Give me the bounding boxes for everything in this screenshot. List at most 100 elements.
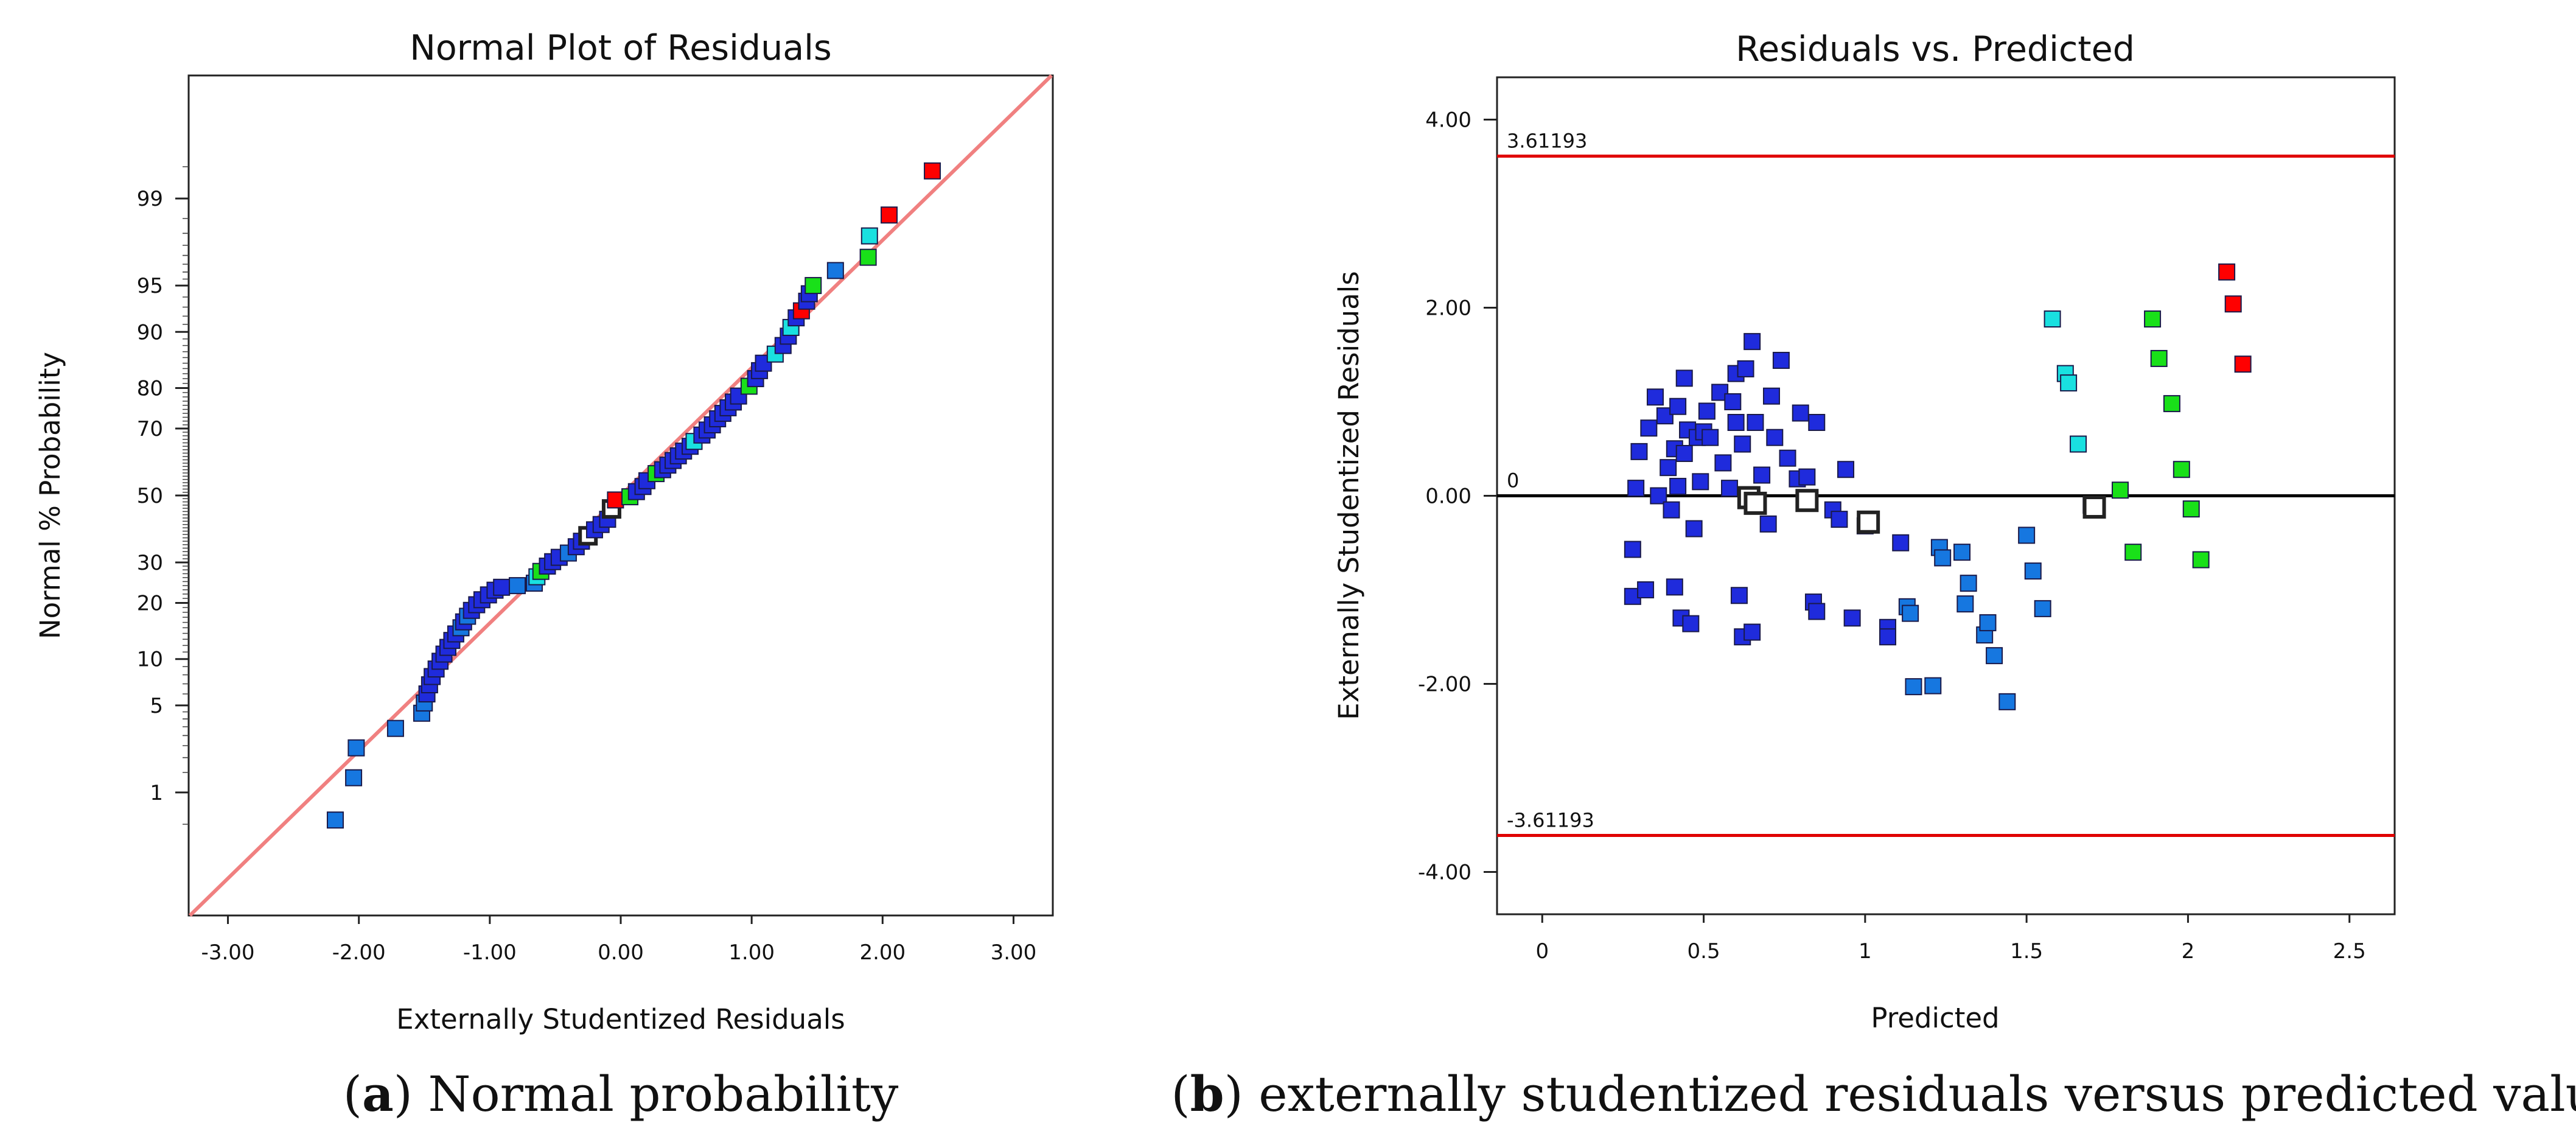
a-data-point xyxy=(345,769,363,786)
a-y-tick-label: 50 xyxy=(137,484,163,508)
b-data-point xyxy=(2150,349,2168,367)
a-y-tick-label: 20 xyxy=(137,591,163,615)
b-y-tick-label: 2.00 xyxy=(1425,296,1471,321)
caption-a-close: ) xyxy=(394,1066,413,1122)
a-x-tick-label: -1.00 xyxy=(463,940,517,965)
b-x-tick-label: 0 xyxy=(1535,939,1549,964)
b-data-point xyxy=(1724,393,1742,411)
b-data-point xyxy=(1682,615,1700,632)
b-data-point xyxy=(1953,544,1971,561)
caption-a-text: Normal probability xyxy=(413,1066,898,1122)
b-data-point xyxy=(2082,495,2106,519)
b-x-tick-label: 2.5 xyxy=(2333,939,2366,964)
b-data-point xyxy=(1737,360,1754,377)
b-data-point xyxy=(1747,413,1764,431)
b-data-point xyxy=(1702,429,1719,446)
b-data-point xyxy=(2024,562,2042,580)
b-data-point xyxy=(2144,310,2162,328)
b-data-point xyxy=(1956,595,1974,613)
a-data-point xyxy=(326,811,344,829)
b-data-point xyxy=(1721,480,1739,497)
b-data-point xyxy=(2173,461,2190,478)
b-data-point xyxy=(1857,510,1880,534)
a-data-point xyxy=(347,739,365,757)
b-data-point xyxy=(1843,609,1861,627)
b-data-point xyxy=(1837,461,1855,478)
a-data-point xyxy=(386,719,404,737)
b-data-point xyxy=(2112,481,2129,499)
b-data-point xyxy=(2192,551,2210,569)
b-data-point xyxy=(1744,491,1767,515)
b-data-point xyxy=(1637,581,1655,598)
b-y-tick-label: 4.00 xyxy=(1425,108,1471,133)
b-data-point xyxy=(1762,387,1780,405)
a-x-tick-label: 1.00 xyxy=(728,940,775,965)
b-x-tick-label: 1.5 xyxy=(2010,939,2043,964)
b-data-point xyxy=(1795,489,1819,513)
panel-a-points xyxy=(326,162,941,829)
a-y-tick-label: 5 xyxy=(150,694,163,718)
panel-a-axes: -3.00 -2.00 -1.00 0.00 1.00 2.00 3.00 1 5 10 20 30 5… xyxy=(137,166,1037,965)
b-data-point xyxy=(1675,369,1693,387)
b-data-point xyxy=(2034,600,2051,617)
b-data-point xyxy=(1960,575,1977,592)
a-y-tick-label: 30 xyxy=(137,551,163,575)
a-x-tick-label: 2.00 xyxy=(859,940,906,965)
b-data-point xyxy=(1675,444,1693,462)
b-data-point xyxy=(1669,397,1687,415)
a-x-tick-label: -3.00 xyxy=(201,940,255,965)
panel-b-points xyxy=(1624,263,2252,710)
a-y-tick-label: 99 xyxy=(137,187,163,211)
a-data-point xyxy=(805,277,822,295)
caption-b-label: b xyxy=(1190,1065,1224,1122)
a-data-point xyxy=(607,491,624,509)
a-x-tick-label: 3.00 xyxy=(991,940,1037,965)
b-data-point xyxy=(1650,487,1667,505)
b-data-point xyxy=(1979,614,1997,632)
b-data-point xyxy=(1986,647,2003,665)
a-data-point xyxy=(881,206,898,224)
a-y-tick-label: 90 xyxy=(137,320,163,345)
b-x-tick-label: 2 xyxy=(2182,939,2195,964)
panel-a-title: Normal Plot of Residuals xyxy=(410,28,831,68)
panel-b-axes: 0 0.5 1 1.5 2 2.5 -4.00 -2.00 0.00 2.00 4.00 xyxy=(1418,108,2366,964)
b-data-point xyxy=(1808,603,1826,620)
b-data-point xyxy=(1685,520,1703,537)
a-x-tick-label: -2.00 xyxy=(332,940,386,965)
b-data-point xyxy=(2234,355,2252,373)
a-data-point xyxy=(924,162,941,180)
b-data-point xyxy=(1646,388,1664,406)
b-x-tick-label: 0.5 xyxy=(1688,939,1720,964)
b-data-point xyxy=(2224,295,2242,313)
b-data-point xyxy=(1734,435,1751,453)
b-limit-line-label: 3.61193 xyxy=(1507,129,1587,152)
b-data-point xyxy=(1660,459,1677,477)
b-data-point xyxy=(1892,534,1910,551)
b-data-point xyxy=(1714,454,1732,472)
b-data-point xyxy=(2124,544,2142,561)
b-data-point xyxy=(2044,310,2061,328)
b-data-point xyxy=(1766,429,1784,446)
a-data-point xyxy=(826,262,844,279)
a-y-tick-label: 1 xyxy=(150,781,163,805)
a-data-point xyxy=(859,248,877,266)
b-data-point xyxy=(1666,578,1683,596)
a-y-tick-label: 10 xyxy=(137,648,163,672)
panel-a-y-axis-label: Normal % Probability xyxy=(34,352,66,639)
b-data-point xyxy=(1744,333,1761,351)
caption-b-close: ) xyxy=(1224,1066,1243,1122)
b-data-point xyxy=(1772,352,1790,369)
caption-b-open: ( xyxy=(1171,1066,1190,1122)
b-limit-line-label: 0 xyxy=(1507,469,1519,492)
b-y-tick-label: 0.00 xyxy=(1425,485,1471,509)
b-data-point xyxy=(2018,527,2036,544)
b-data-point xyxy=(1792,404,1809,422)
a-y-tick-label: 70 xyxy=(137,417,163,441)
b-data-point xyxy=(1759,515,1777,533)
b-data-point xyxy=(1698,402,1716,420)
b-data-point xyxy=(1627,480,1645,497)
b-data-point xyxy=(1727,413,1745,431)
b-data-point xyxy=(1692,473,1709,491)
b-data-point xyxy=(1934,549,1952,567)
